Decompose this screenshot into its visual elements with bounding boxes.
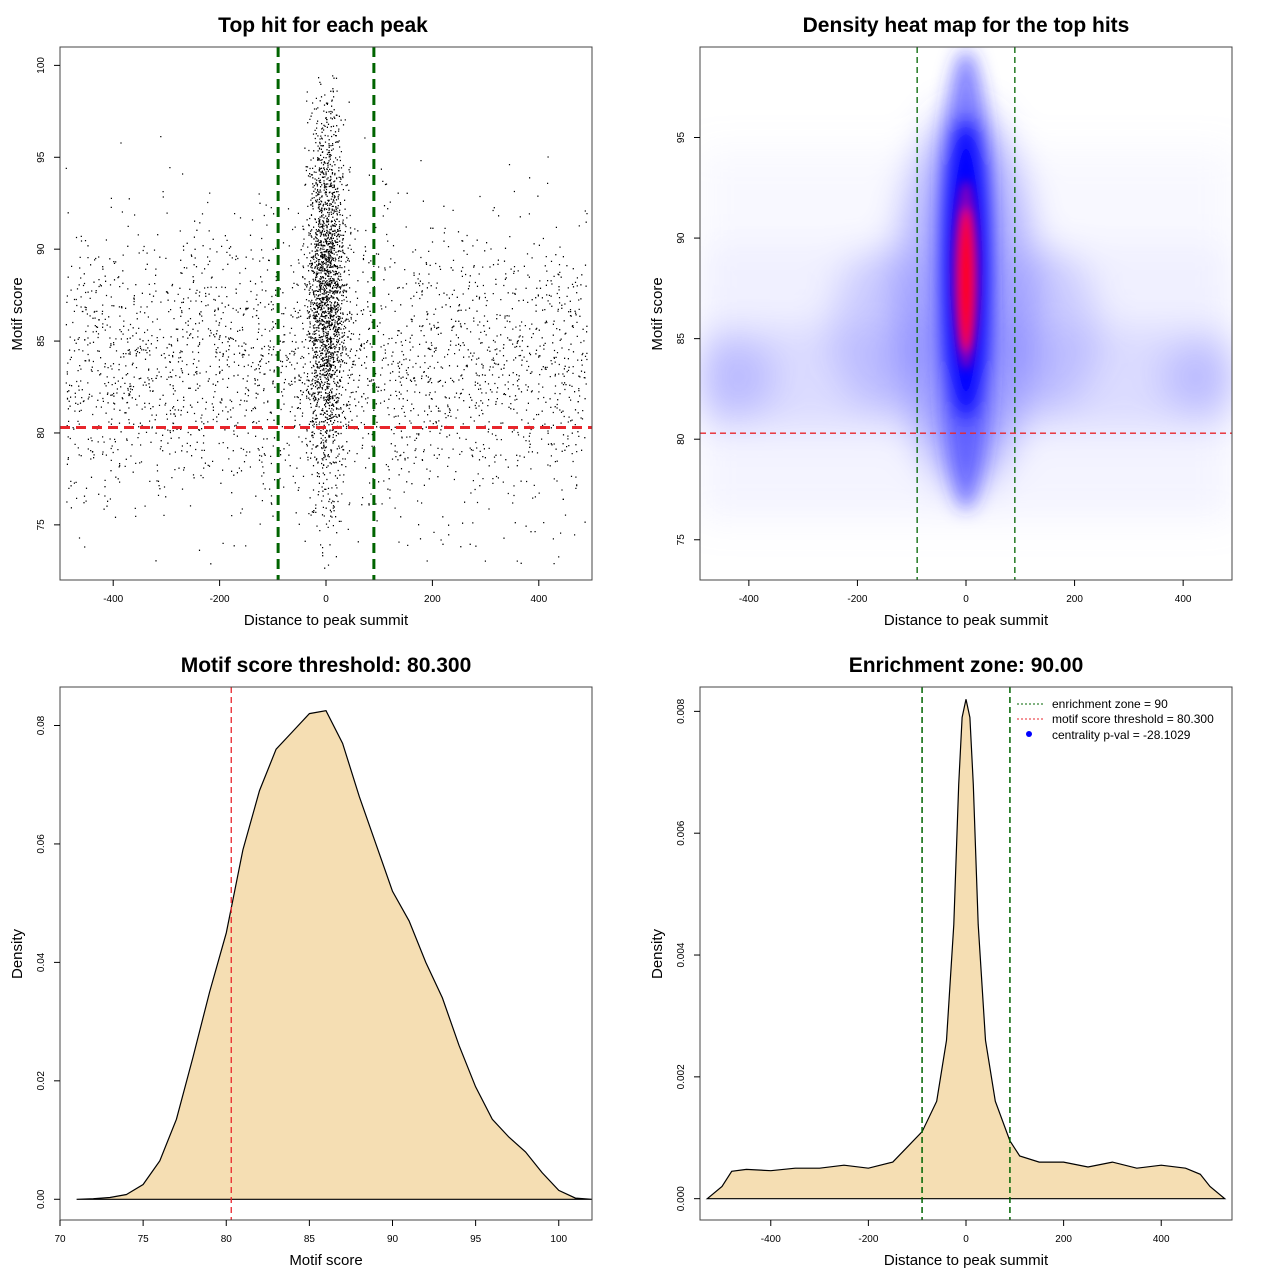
scatter-reference-lines <box>60 47 592 580</box>
y-tick-label: 90 <box>676 232 687 244</box>
heatmap-reference-lines <box>700 47 1232 580</box>
y-tick-label: 0.08 <box>36 715 47 735</box>
y-tick-label: 90 <box>36 243 47 255</box>
distance-density-y-ticks: 0.000 0.002 0.004 0.006 0.008 <box>676 698 700 1211</box>
score-density-area <box>76 710 593 1200</box>
score-density-y-ticks: 0.00 0.02 0.04 0.06 0.08 <box>36 715 60 1209</box>
legend-threshold-label: motif score threshold = 80.300 <box>1052 712 1214 726</box>
y-tick-label: 0.06 <box>36 834 47 854</box>
y-tick-label: 0.04 <box>36 952 47 972</box>
x-tick-label: -200 <box>210 594 230 605</box>
x-tick-label: 95 <box>470 1234 482 1245</box>
y-tick-label: 0.000 <box>676 1186 687 1211</box>
x-tick-label: 400 <box>1175 594 1192 605</box>
score-density-plot-frame <box>59 686 593 1221</box>
panel-score-density: Motif score threshold: 80.300 70 75 80 85 90… <box>9 654 593 1269</box>
panel-scatter: Top hit for each peak -400 -200 0 200 400 75… <box>9 14 593 629</box>
scatter-plot-frame <box>59 46 593 581</box>
x-tick-label: 200 <box>424 594 441 605</box>
score-density-y-label: Density <box>9 928 26 979</box>
x-tick-label: 100 <box>550 1234 567 1245</box>
y-tick-label: 95 <box>676 132 687 144</box>
y-tick-label: 0.00 <box>36 1189 47 1209</box>
heatmap-title: Density heat map for the top hits <box>803 14 1130 37</box>
scatter-x-label: Distance to peak summit <box>244 612 409 629</box>
scatter-points <box>65 75 588 569</box>
scatter-y-label: Motif score <box>9 277 26 350</box>
panel-heatmap: Density heat map for the top hits <box>649 14 1233 629</box>
x-tick-label: -400 <box>761 1234 781 1245</box>
y-tick-label: 75 <box>676 534 687 546</box>
heatmap-x-label: Distance to peak summit <box>884 612 1049 629</box>
panel-distance-density: Enrichment zone: 90.00 -400 -200 0 200 400 0… <box>649 654 1233 1269</box>
x-tick-label: 0 <box>963 1234 969 1245</box>
y-tick-label: 0.02 <box>36 1071 47 1091</box>
y-tick-label: 75 <box>36 519 47 531</box>
y-tick-label: 80 <box>676 433 687 445</box>
x-tick-label: -400 <box>739 594 759 605</box>
y-tick-label: 85 <box>676 333 687 345</box>
distance-density-y-label: Density <box>649 928 666 979</box>
x-tick-label: 80 <box>221 1234 233 1245</box>
y-tick-label: 0.002 <box>676 1064 687 1089</box>
legend: enrichment zone = 90 motif score thresho… <box>1017 697 1214 742</box>
x-tick-label: 400 <box>530 594 547 605</box>
x-tick-label: 70 <box>54 1234 66 1245</box>
score-density-title: Motif score threshold: 80.300 <box>181 654 472 677</box>
scatter-x-ticks: -400 -200 0 200 400 <box>103 580 548 605</box>
score-density-x-ticks: 70 75 80 85 90 95 100 <box>54 1220 568 1245</box>
y-tick-label: 0.008 <box>676 698 687 723</box>
y-tick-label: 85 <box>36 335 47 347</box>
x-tick-label: 400 <box>1153 1234 1170 1245</box>
heatmap-x-ticks: -400 -200 0 200 400 <box>739 580 1192 605</box>
distance-density-title: Enrichment zone: 90.00 <box>849 654 1084 677</box>
x-tick-label: -400 <box>103 594 123 605</box>
scatter-point-cloud <box>65 75 588 569</box>
scatter-title: Top hit for each peak <box>218 14 428 37</box>
x-tick-label: -200 <box>847 594 867 605</box>
y-tick-label: 0.004 <box>676 942 687 967</box>
legend-pval-point <box>1026 731 1032 737</box>
legend-pval-label: centrality p-val = -28.1029 <box>1052 728 1191 742</box>
x-tick-label: 0 <box>963 594 969 605</box>
x-tick-label: -200 <box>858 1234 878 1245</box>
heatmap-y-ticks: 75 80 85 90 95 <box>676 132 700 546</box>
y-tick-label: 95 <box>36 151 47 163</box>
distance-density-area <box>705 699 1227 1200</box>
y-tick-label: 100 <box>36 57 47 74</box>
heatmap-surface <box>700 47 1232 580</box>
distance-density-reference-lines <box>921 687 1011 1220</box>
x-tick-label: 200 <box>1055 1234 1072 1245</box>
distance-density-x-ticks: -400 -200 0 200 400 <box>761 1220 1170 1245</box>
heatmap-y-label: Motif score <box>649 277 666 350</box>
x-tick-label: 0 <box>323 594 329 605</box>
scatter-y-ticks: 75 80 85 90 95 100 <box>36 57 60 531</box>
x-tick-label: 90 <box>387 1234 399 1245</box>
y-tick-label: 80 <box>36 427 47 439</box>
legend-zone-label: enrichment zone = 90 <box>1052 697 1168 711</box>
x-tick-label: 75 <box>138 1234 150 1245</box>
x-tick-label: 85 <box>304 1234 316 1245</box>
score-density-x-label: Motif score <box>289 1252 362 1269</box>
x-tick-label: 200 <box>1066 594 1083 605</box>
y-tick-label: 0.006 <box>676 820 687 845</box>
distance-density-x-label: Distance to peak summit <box>884 1252 1049 1269</box>
